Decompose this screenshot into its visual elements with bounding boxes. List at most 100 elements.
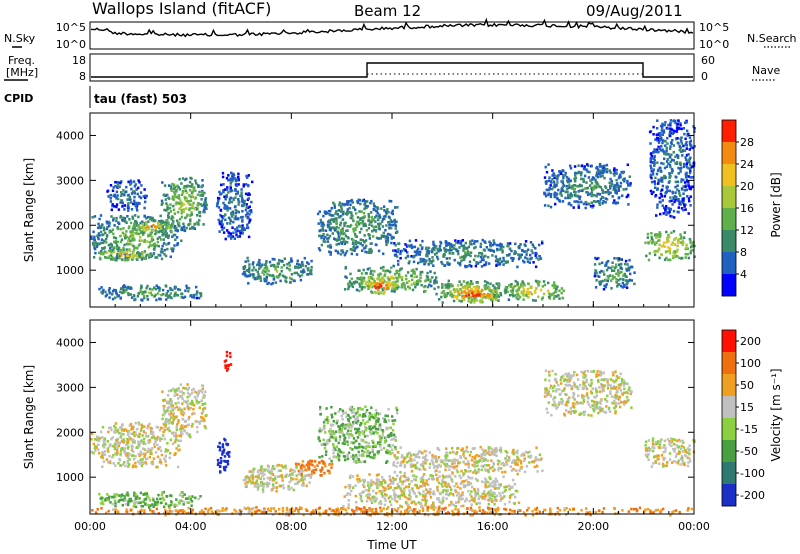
scatter-cell [391,281,395,284]
scatter-cell [111,456,114,459]
scatter-cell [147,253,150,257]
scatter-cell [679,123,682,127]
scatter-cell [344,251,347,255]
scatter-cell [365,244,368,248]
scatter-cell [649,239,652,243]
scatter-cell [609,171,612,175]
scatter-cell [683,189,687,192]
scatter-cell [166,223,169,227]
scatter-cell [693,255,696,258]
scatter-cell [327,236,330,240]
scatter-cell [688,148,691,151]
scatter-cell [616,283,620,286]
scatter-cell [100,238,104,241]
scatter-cell [474,286,477,290]
scatter-cell [297,469,300,473]
scatter-cell [614,202,618,205]
scatter-cell [187,200,191,203]
scatter-cell [330,206,333,210]
scatter-cell [598,281,601,284]
nave-label: Nave [752,64,780,77]
scatter-cell [554,193,557,197]
scatter-cell [358,433,361,437]
scatter-cell [617,259,620,262]
scatter-cell [524,244,527,247]
scatter-cell [434,279,437,282]
scatter-cell [679,194,682,197]
scatter-cell [578,171,581,175]
scatter-cell [133,434,136,438]
scatter-cell [562,169,565,173]
scatter-cell [591,176,595,179]
scatter-cell [675,195,678,199]
scatter-cell [219,209,223,212]
scatter-cell [378,227,381,231]
scatter-cell [114,289,117,292]
scatter-cell [375,285,379,288]
scatter-cell [131,190,135,194]
scatter-cell [200,399,203,402]
scatter-cell [369,242,372,246]
scatter-cell [656,137,660,140]
scatter-cell [126,250,129,254]
scatter-cell [226,188,229,191]
colorbar-tick-label: 12 [740,224,754,237]
scatter-cell [253,277,257,281]
scatter-cell [136,192,139,196]
scatter-cell [611,265,614,269]
scatter-cell [681,154,684,157]
scatter-cell [687,256,690,260]
scatter-cell [392,264,395,268]
scatter-cell [201,410,205,413]
scatter-cell [432,259,435,262]
scatter-cell [299,265,302,269]
scatter-cell [342,433,346,437]
scatter-cell [447,263,451,266]
scatter-cell [133,222,136,226]
scatter-cell [616,201,620,205]
power-cells [90,119,696,304]
scatter-cell [143,240,146,243]
scatter-cell [244,214,248,218]
scatter-cell [474,254,477,258]
scatter-cell [371,277,374,280]
scatter-cell [574,176,577,180]
scatter-cell [105,256,109,260]
scatter-cell [289,473,292,476]
scatter-cell [356,446,359,450]
scatter-cell [428,250,431,253]
colorbar-swatch [722,164,736,187]
scatter-cell [353,249,356,252]
scatter-cell [364,200,367,203]
scatter-cell [554,286,557,289]
scatter-cell [199,294,203,298]
scatter-cell [426,249,429,252]
scatter-cell [364,411,368,414]
scatter-cell [319,234,322,238]
scatter-cell [145,286,148,290]
scatter-cell [338,201,342,204]
scatter-cell [166,204,169,207]
scatter-cell [497,263,500,266]
scatter-cell [371,291,374,294]
scatter-cell [259,468,262,472]
scatter-cell [470,295,473,299]
scatter-cell [441,301,444,304]
scatter-cell [119,240,123,244]
scatter-cell [119,181,122,185]
scatter-cell [341,240,345,244]
scatter-cell [145,223,148,227]
scatter-cell [511,259,514,262]
scatter-cell [458,262,462,265]
scatter-cell [142,228,145,232]
scatter-cell [392,287,395,291]
scatter-cell [666,238,669,242]
scatter-cell [671,169,674,172]
scatter-cell [200,191,204,194]
scatter-cell [352,415,355,418]
scatter-cell [684,121,687,125]
scatter-cell [654,176,657,180]
scatter-cell [376,277,379,281]
scatter-cell [630,265,633,269]
scatter-cell [120,191,123,194]
